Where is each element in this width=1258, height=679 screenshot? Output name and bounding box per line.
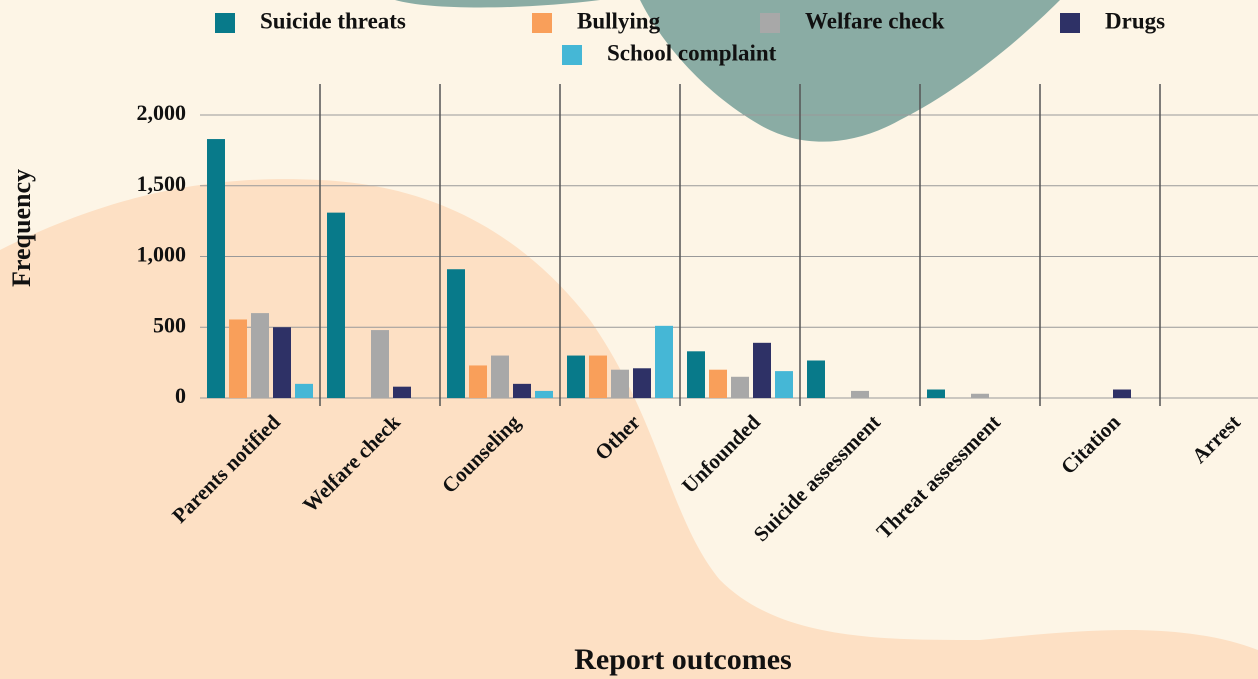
bar — [371, 330, 389, 398]
bar — [927, 389, 945, 398]
legend-swatch — [1060, 13, 1080, 33]
y-tick-label: 1,000 — [137, 242, 187, 267]
bar — [775, 371, 793, 398]
legend-swatch — [532, 13, 552, 33]
decor-blob — [395, 0, 1060, 142]
bar — [251, 313, 269, 398]
bar — [611, 369, 629, 398]
bar — [469, 365, 487, 398]
bar — [851, 390, 869, 398]
y-tick-label: 2,000 — [137, 100, 187, 125]
legend-label: School complaint — [607, 40, 777, 65]
decor-blob — [0, 179, 1258, 679]
bar — [971, 393, 989, 398]
bar — [513, 383, 531, 398]
y-tick-label: 1,500 — [137, 171, 187, 196]
bar — [393, 386, 411, 398]
bar — [731, 376, 749, 398]
y-tick-label: 0 — [175, 383, 186, 408]
legend-label: Suicide threats — [260, 8, 406, 33]
legend-label: Drugs — [1105, 8, 1165, 33]
bar — [655, 325, 673, 398]
bar — [327, 212, 345, 398]
bar — [447, 269, 465, 398]
bar — [589, 355, 607, 398]
legend-swatch — [760, 13, 780, 33]
bar — [535, 390, 553, 398]
bar — [229, 319, 247, 398]
bar — [753, 342, 771, 398]
legend-swatch — [562, 45, 582, 65]
bar — [207, 139, 225, 398]
bar — [491, 355, 509, 398]
bar — [687, 351, 705, 398]
bar — [295, 383, 313, 398]
legend-label: Welfare check — [805, 8, 945, 33]
bar — [807, 360, 825, 398]
bar — [567, 355, 585, 398]
bar — [709, 369, 727, 398]
y-axis-label: Frequency — [7, 169, 36, 287]
x-axis-label: Report outcomes — [574, 643, 791, 676]
bar — [633, 368, 651, 398]
legend-label: Bullying — [577, 8, 661, 33]
bar — [1113, 389, 1131, 398]
bar — [273, 327, 291, 398]
y-tick-label: 500 — [153, 312, 186, 337]
legend-swatch — [215, 13, 235, 33]
